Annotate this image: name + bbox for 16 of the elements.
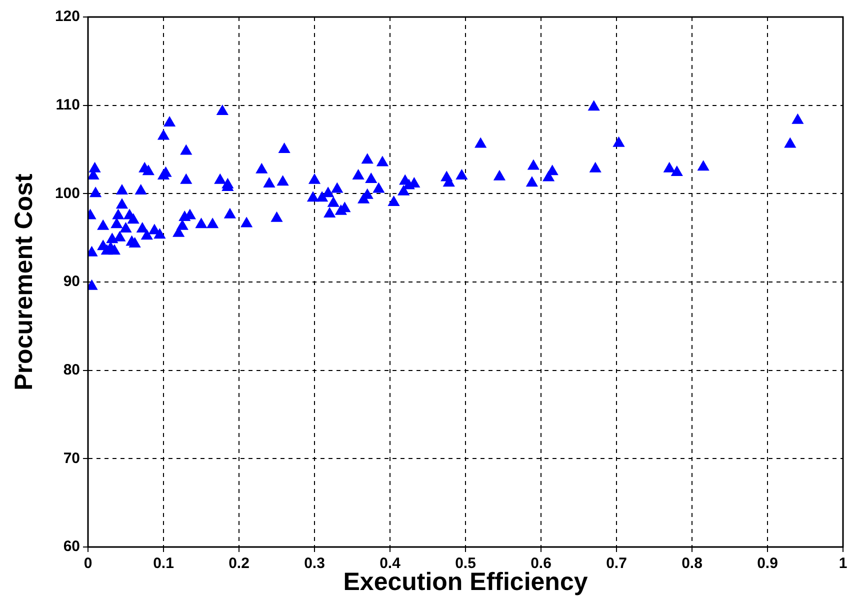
x-tick-label: 0 [84,555,92,572]
y-tick-label: 90 [63,273,80,290]
y-tick-label: 100 [54,184,80,202]
y-tick-label: 120 [54,8,80,26]
x-tick-label: 0.8 [682,555,702,572]
y-tick-label: 110 [56,96,80,114]
y-tick-label: 60 [63,538,80,556]
y-tick-label: 80 [63,361,80,378]
y-tick-label: 70 [63,450,80,467]
x-tick-label: 0.9 [757,555,778,572]
x-tick-label: 0.3 [304,555,325,572]
x-tick-label: 1 [838,555,848,572]
y-axis-title: Procurement Cost [10,172,38,390]
x-tick-label: 0.7 [606,555,627,572]
x-tick-label: 0.1 [153,555,174,572]
x-tick-label: 0.2 [228,555,250,572]
